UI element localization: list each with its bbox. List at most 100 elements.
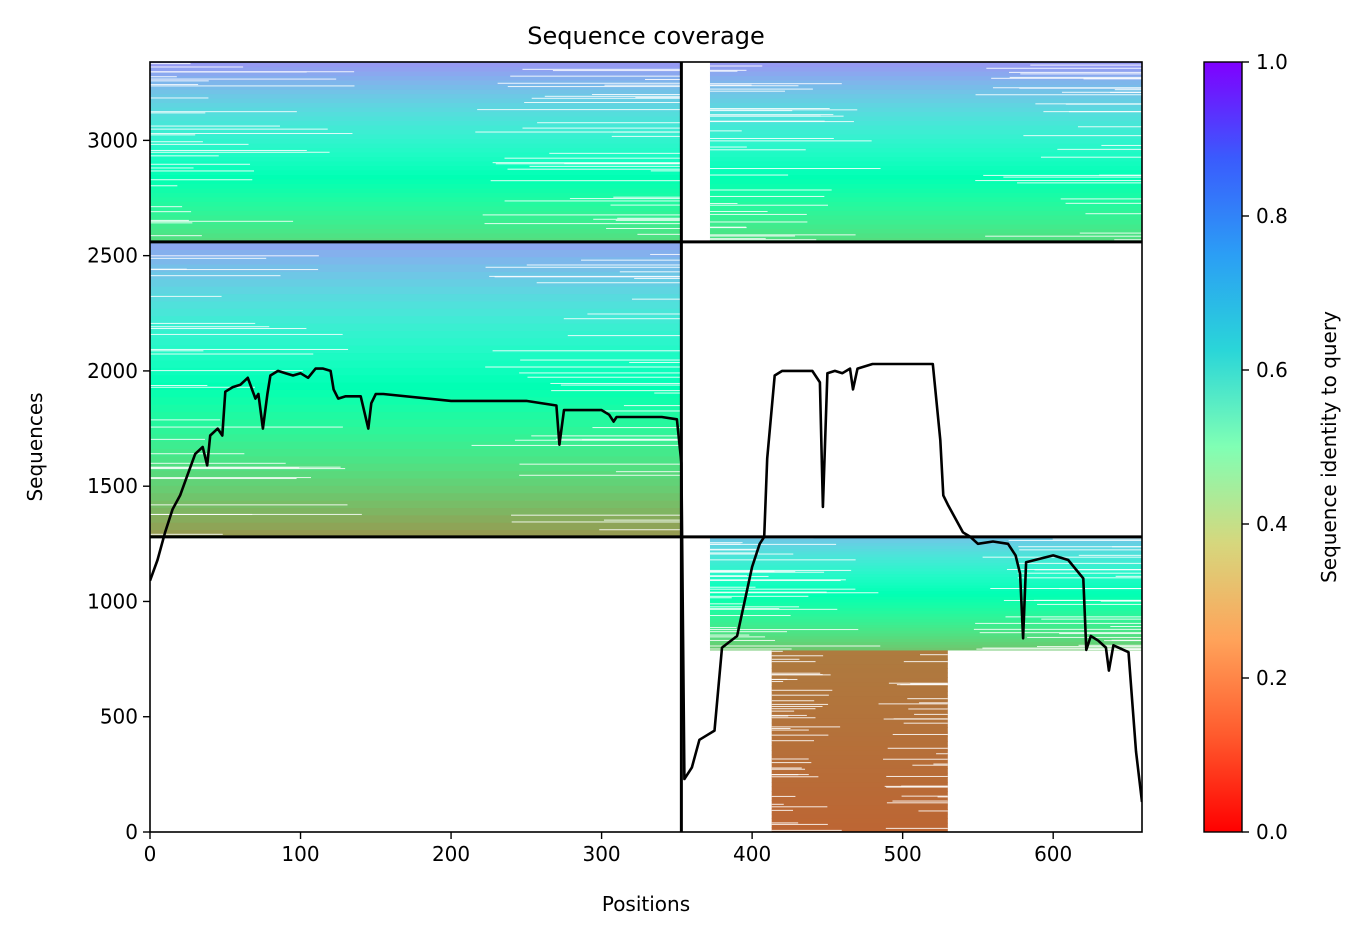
gap-streak [1114,89,1142,91]
heatmap-band [150,120,682,126]
gap-streak [484,223,682,225]
gap-streak [150,170,255,172]
heatmap-band [709,565,1142,569]
gap-streak [901,785,948,787]
gap-streak [771,681,784,683]
gap-streak [771,708,816,710]
heatmap-band [150,256,682,265]
gap-streak [635,97,682,99]
heatmap-band [771,750,948,756]
gap-streak [519,474,682,476]
gap-streak [709,146,747,148]
heatmap-band [150,156,682,162]
gap-streak [1041,618,1142,620]
heatmap-band [709,201,1142,207]
gap-streak [492,350,682,352]
heatmap-band [771,768,948,774]
gap-streak [709,210,768,212]
heatmap-band [150,102,682,108]
gap-streak [485,266,682,268]
gap-streak [504,200,682,202]
gap-streak [709,606,800,608]
gap-streak [709,580,841,582]
gap-streak [709,627,737,629]
heatmap-band [709,576,1142,580]
gap-streak [709,88,813,90]
gap-streak [544,95,682,97]
heatmap-band [709,641,1142,645]
gap-streak [1033,599,1142,601]
gap-streak [709,615,791,617]
gap-streak [634,277,682,279]
gap-streak [709,542,743,544]
heatmap-band [150,514,682,523]
gap-streak [709,121,854,123]
y-tick-label: 2500 [87,244,138,268]
heatmap-band [150,441,682,449]
heatmap-band [150,93,682,99]
gap-streak [771,672,821,674]
heatmap-band [150,271,682,280]
gap-streak [709,239,817,241]
gap-streak [599,529,682,531]
gap-streak [150,78,337,80]
heatmap-band [150,214,682,220]
gap-streak [150,466,341,468]
gap-streak [709,108,830,110]
heatmap-band [150,286,682,295]
heatmap-band [771,649,948,656]
gap-streak [581,259,682,261]
gap-streak [771,710,795,712]
gap-streak [1009,76,1142,78]
gap-streak [150,467,300,469]
gap-streak [901,795,948,797]
heatmap-band [709,536,1142,541]
gap-streak [883,758,948,760]
heatmap-band [709,169,1142,175]
heatmap-band [709,635,1142,640]
heatmap-band [771,677,948,683]
heatmap-band [150,404,682,413]
heatmap-band [709,553,1142,558]
heatmap-band [150,293,682,302]
gap-streak [709,586,756,588]
heatmap-band [150,367,682,376]
heatmap-band [771,795,948,801]
gap-streak [709,591,827,593]
gap-streak [709,543,837,545]
gap-streak [150,84,199,86]
y-axis-label: Sequences [23,392,47,501]
gap-streak [650,253,682,255]
gap-streak [150,167,194,169]
gap-streak [1100,600,1142,602]
heatmap-band [150,223,682,229]
y-tick-label: 500 [100,705,138,729]
heatmap-band [771,800,948,806]
heatmap-band [150,455,682,464]
heatmap-band [709,165,1142,171]
gap-streak [552,70,682,72]
heatmap-band [150,492,682,501]
gap-streak [615,219,682,221]
gap-streak [150,255,319,257]
gap-streak [1030,64,1142,66]
heatmap-band [150,75,682,81]
heatmap-band [150,522,682,531]
heatmap-band [709,66,1142,72]
gap-streak [709,195,825,197]
heatmap-band [771,663,948,669]
gap-streak [150,85,355,87]
gap-streak [610,204,682,206]
gap-streak [920,654,948,656]
heatmap-band [150,477,682,486]
gap-streak [150,504,348,506]
heatmap-band [150,165,682,171]
heatmap-band [150,205,682,211]
heatmap-band [709,570,1142,575]
gap-streak [709,597,732,599]
heatmap-band [709,232,1142,238]
heatmap-band [709,548,1142,552]
gap-streak [150,80,209,82]
gap-streak [150,333,343,335]
heatmap-band [709,142,1142,149]
